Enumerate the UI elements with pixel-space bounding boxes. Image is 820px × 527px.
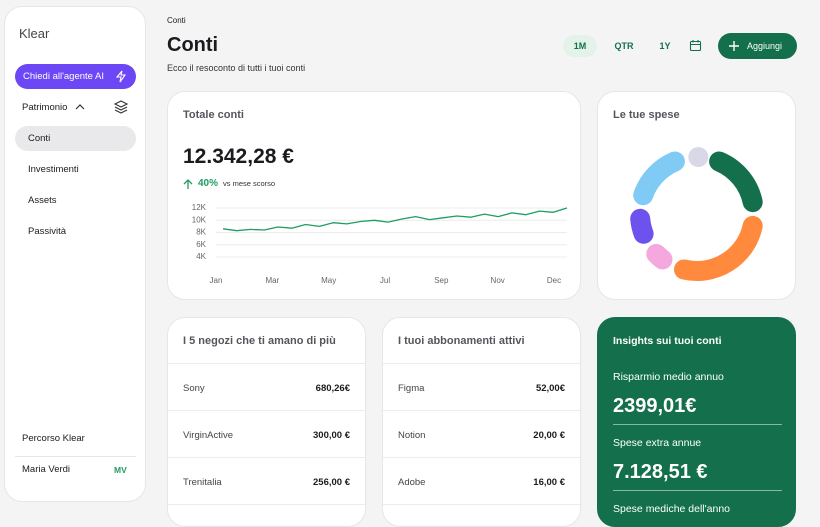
insight-label: Risparmio medio annuo <box>613 371 724 383</box>
card-title: I 5 negozi che ti amano di più <box>183 335 336 347</box>
y-tick-label: 6K <box>196 240 206 249</box>
divider <box>15 456 136 457</box>
row-name: Sony <box>183 383 205 394</box>
donut-segment <box>646 243 673 270</box>
x-tick-label: Nov <box>491 276 505 285</box>
nav-label: Conti <box>28 133 51 144</box>
donut-chart <box>630 147 763 281</box>
row-name: Figma <box>398 383 425 394</box>
y-tick-label: 10K <box>192 215 207 224</box>
card-title: Le tue spese <box>613 109 680 121</box>
insights-card: Insights sui tuoi conti Risparmio medio … <box>597 317 796 527</box>
nav-item[interactable]: Investimenti <box>15 157 136 182</box>
row-amount: 256,00 € <box>313 477 350 488</box>
spending-card: Le tue spese <box>597 91 796 300</box>
table-row <box>383 504 580 526</box>
row-amount: 680,26€ <box>315 383 350 394</box>
ai-button-label: Chiedi all'agente AI <box>23 71 105 82</box>
table-row: Notion 20,00 € <box>383 410 580 457</box>
footer-link[interactable]: Percorso Klear <box>22 433 85 444</box>
table-row: Adobe 16,00 € <box>383 457 580 504</box>
line-chart: 4K 6K 8K 10K 12K Jan Mar May Jul Sep Nov Dec <box>192 203 568 285</box>
subs-card: I tuoi abbonamenti attivi Figma 52,00€ Not… <box>382 317 581 527</box>
y-tick-label: 12K <box>192 203 207 212</box>
user-initials: MV <box>114 465 127 475</box>
card-title: Totale conti <box>183 109 244 121</box>
x-tick-label: Dec <box>547 276 561 285</box>
user-name[interactable]: Maria Verdi <box>22 464 71 475</box>
row-name: VirginActive <box>183 430 233 441</box>
period-button[interactable]: QTR <box>607 35 641 57</box>
chevron-up <box>75 104 85 110</box>
y-tick-label: 4K <box>196 252 206 261</box>
donut-segment <box>633 151 685 206</box>
row-name: Notion <box>398 430 426 441</box>
x-tick-label: Sep <box>434 276 449 285</box>
card-title: I tuoi abbonamenti attivi <box>398 335 525 347</box>
total-amount: 12.342,28 € <box>183 145 294 168</box>
row-amount: 16,00 € <box>533 477 565 488</box>
table-row: Sony 680,26€ <box>168 363 365 410</box>
period-button[interactable]: 1Y <box>648 35 682 57</box>
card-title: Insights sui tuoi conti <box>613 335 722 347</box>
nav-label: Assets <box>28 195 57 206</box>
page: Klear Chiedi all'agente AI Patrimonio Co… <box>4 6 797 527</box>
insight-value: 2399,01€ <box>613 395 697 417</box>
page-subtitle: Ecco il resoconto di tutti i tuoi conti <box>167 63 306 73</box>
nav-item[interactable]: Assets <box>15 188 136 213</box>
donut-segment <box>709 151 763 213</box>
layers-icon <box>113 100 129 114</box>
calendar-icon[interactable] <box>689 39 702 52</box>
divider <box>613 490 782 491</box>
row-amount: 52,00€ <box>535 383 565 394</box>
add-label: Aggiungi <box>747 41 783 51</box>
change-note: vs mese scorso <box>223 179 276 188</box>
total-card: Totale conti 12.342,28 € 40% vs mese sco… <box>167 91 581 300</box>
donut-segment <box>674 215 763 281</box>
y-tick-label: 8K <box>196 228 206 237</box>
line-series <box>222 207 568 232</box>
nav-item[interactable]: Passività <box>15 219 136 244</box>
x-tick-label: Jan <box>210 276 223 285</box>
row-name: Adobe <box>398 477 426 488</box>
insight-label: Spese mediche dell'anno <box>613 503 731 515</box>
row-amount: 20,00 € <box>533 430 565 441</box>
ai-button[interactable]: Chiedi all'agente AI <box>15 64 136 89</box>
brand: Klear <box>19 26 50 41</box>
period-label: QTR <box>614 41 634 51</box>
x-tick-label: Jul <box>380 276 390 285</box>
plus-icon <box>729 41 739 51</box>
period-button[interactable]: 1M <box>563 35 597 57</box>
nav-label: Passività <box>28 226 67 237</box>
insight-value: 7.128,51 € <box>613 461 708 483</box>
add-button[interactable]: Aggiungi <box>718 33 797 59</box>
table-row: Trenitalia 256,00 € <box>168 457 365 504</box>
nav-item[interactable]: Conti <box>15 126 136 151</box>
x-tick-label: Mar <box>265 276 279 285</box>
nav-label: Investimenti <box>28 164 79 175</box>
period-label: 1M <box>573 41 587 51</box>
sidebar: Klear Chiedi all'agente AI Patrimonio Co… <box>4 6 146 502</box>
change: 40% <box>198 178 219 189</box>
table-row: VirginActive 300,00 € <box>168 410 365 457</box>
donut-segment <box>630 208 654 244</box>
table-row: Figma 52,00€ <box>383 363 580 410</box>
insight-label: Spese extra annue <box>613 437 702 449</box>
divider <box>613 424 782 425</box>
page-title: Conti <box>167 34 219 56</box>
bolt-icon <box>115 70 127 83</box>
section-label[interactable]: Patrimonio <box>22 102 68 113</box>
arrow-up <box>183 179 193 189</box>
x-tick-label: May <box>321 276 336 285</box>
shops-card: I 5 negozi che ti amano di più Sony 680,2… <box>167 317 366 527</box>
breadcrumb: Conti <box>167 16 186 25</box>
row-name: Trenitalia <box>183 477 222 488</box>
table-row <box>168 504 365 526</box>
period-label: 1Y <box>659 41 671 51</box>
row-amount: 300,00 € <box>313 430 350 441</box>
